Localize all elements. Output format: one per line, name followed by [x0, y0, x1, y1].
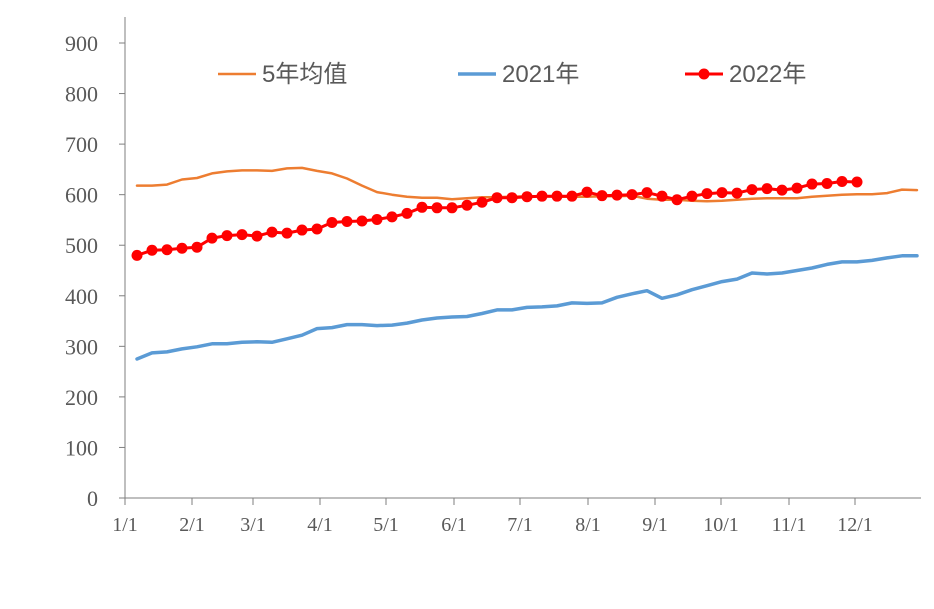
series-3-point [656, 190, 668, 202]
x-tick-label: 11/1 [772, 514, 807, 536]
series-3-point [596, 190, 608, 202]
legend-item-1-label: 5年均值 [262, 61, 347, 88]
series-3-point [521, 191, 533, 203]
series-3-point [191, 241, 203, 253]
series-3-point [266, 226, 278, 238]
x-tick-label: 6/1 [441, 514, 467, 536]
series-3-point [311, 223, 323, 235]
x-tick-label: 7/1 [507, 514, 533, 536]
series-3-point [566, 190, 578, 202]
x-tick-label: 3/1 [240, 514, 266, 536]
x-axis-labels: 1/1 2/1 3/1 4/1 5/1 6/1 7/1 8/1 9/1 10/1 11/1 12/1 [112, 514, 873, 536]
series-3-point [296, 224, 308, 236]
x-tick-label: 8/1 [575, 514, 601, 536]
series-3-point [701, 188, 713, 200]
x-tick-label: 4/1 [307, 514, 333, 536]
series-3-point [326, 216, 338, 228]
series-3-point [401, 207, 413, 219]
series-3-point [221, 230, 233, 242]
series-3-point [341, 215, 353, 227]
series-3-point [146, 244, 158, 256]
series-3-point [851, 176, 863, 188]
x-tick-label: 10/1 [703, 514, 739, 536]
series-3-point [746, 184, 758, 196]
legend-item-2-label: 2021年 [502, 61, 579, 88]
series-3-point [236, 229, 248, 241]
y-tick-label: 500 [65, 233, 98, 258]
y-tick-label: 200 [65, 385, 98, 410]
legend-item-3-label: 2022年 [729, 61, 806, 88]
series-3-point [356, 215, 368, 227]
series-3-point [281, 227, 293, 239]
series-3-point [416, 201, 428, 213]
series-3-point [131, 249, 143, 261]
series-3-point [251, 230, 263, 242]
x-tick-label: 9/1 [642, 514, 668, 536]
y-tick-label: 900 [65, 31, 98, 56]
legend-item-3-marker [698, 68, 710, 80]
y-tick-label: 0 [87, 486, 98, 511]
series-3-point [716, 187, 728, 199]
series-3-point [536, 190, 548, 202]
y-tick-label: 400 [65, 284, 98, 309]
series-3-point [611, 189, 623, 201]
series-3-point [671, 194, 683, 206]
series-3-point [761, 183, 773, 195]
series-3-point [791, 182, 803, 194]
series-3-point [446, 202, 458, 214]
y-tick-label: 800 [65, 82, 98, 107]
x-tick-label: 12/1 [837, 514, 873, 536]
series-3-point [371, 213, 383, 225]
y-axis-labels: 0 100 200 300 400 500 600 700 800 900 [65, 31, 98, 511]
y-tick-label: 600 [65, 183, 98, 208]
series-3-point [431, 202, 443, 214]
series-3-point [686, 190, 698, 202]
series-3-point [836, 176, 848, 188]
series-3-point [161, 244, 173, 256]
series-3-point [731, 187, 743, 199]
series-3-point [641, 187, 653, 199]
legend-item-1: 5年均值 [218, 61, 347, 88]
legend-item-2: 2021年 [458, 61, 579, 88]
y-tick-label: 700 [65, 132, 98, 157]
series-group [131, 166, 919, 361]
series-3-point [821, 178, 833, 190]
y-axis-ticks [119, 42, 125, 499]
y-tick-label: 100 [65, 435, 98, 460]
series-3-point [506, 192, 518, 204]
series-3-point [626, 189, 638, 201]
legend: 5年均值 2021年 2022年 [218, 61, 806, 88]
series-3-point [386, 211, 398, 223]
x-tick-label: 2/1 [179, 514, 205, 536]
series-3-point [461, 199, 473, 211]
series-3-point [491, 192, 503, 204]
series-3-point [776, 184, 788, 196]
series-3-point [806, 178, 818, 190]
y-tick-label: 300 [65, 334, 98, 359]
series-3-point [581, 186, 593, 198]
series-3-point [551, 190, 563, 202]
series-3-point [206, 232, 218, 244]
legend-item-3: 2022年 [685, 61, 806, 88]
x-tick-label: 5/1 [373, 514, 399, 536]
series-3-point [176, 242, 188, 254]
x-axis-ticks [124, 498, 856, 505]
series-3-point [476, 196, 488, 208]
series-2-line [135, 254, 919, 361]
x-tick-label: 1/1 [112, 514, 138, 536]
